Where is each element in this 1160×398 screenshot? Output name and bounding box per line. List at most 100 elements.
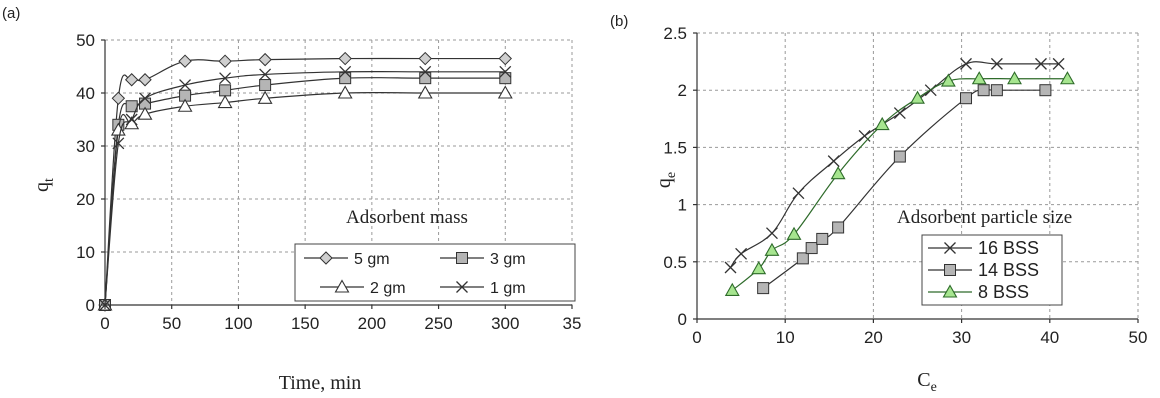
data-point-x <box>858 130 871 142</box>
data-point-diamond <box>258 52 272 67</box>
data-point-x <box>339 65 352 78</box>
panel-label-b: (b) <box>610 13 628 30</box>
x-tick-label: 50 <box>162 314 181 333</box>
data-point-square <box>796 252 809 265</box>
data-point-x <box>792 187 805 200</box>
data-point-x <box>219 72 232 85</box>
y-tick-label: 30 <box>76 137 95 156</box>
legend-title-a: Adsorbent mass <box>346 207 468 228</box>
data-point-triangle <box>1059 71 1075 85</box>
y-axis-label-main-b: q <box>653 178 675 188</box>
data-point-diamond <box>498 51 512 66</box>
x-tick-label: 20 <box>864 328 883 347</box>
data-point-triangle <box>724 282 740 296</box>
y-tick-label: 0.5 <box>663 253 687 272</box>
data-point-triangle <box>764 242 780 256</box>
data-point-x <box>112 137 125 150</box>
y-axis-label-sub-a: t <box>42 178 57 182</box>
axes-a <box>101 39 573 309</box>
data-point-triangle <box>874 116 890 131</box>
data-point-x <box>125 113 138 126</box>
grid-a <box>105 39 573 305</box>
x-tick-label: 200 <box>358 314 386 333</box>
data-point-triangle <box>786 226 802 240</box>
legend-label: 14 BSS <box>978 260 1039 280</box>
grid-b <box>697 32 1139 319</box>
data-point-diamond <box>138 73 152 87</box>
data-point-triangle <box>137 106 153 120</box>
y-axis-label-sub-b: e <box>664 172 679 178</box>
legend-label: 1 gm <box>490 280 526 297</box>
data-point-x <box>893 107 906 120</box>
x-tick-label: 300 <box>491 314 519 333</box>
legend-marker-diamond <box>319 251 333 265</box>
legend-label: 5 gm <box>354 251 390 268</box>
x-tick-label: 0 <box>100 314 109 333</box>
data-point-square <box>499 72 512 85</box>
data-point-diamond <box>124 73 139 87</box>
tick-labels-b: 0 10 20 30 40 50 0 0.5 1 1.5 2 2.5 <box>663 24 1147 347</box>
legend-label: 2 gm <box>370 280 406 297</box>
legend-marker-triangle <box>334 279 350 293</box>
legend-marker-square <box>456 252 468 264</box>
series-line-x <box>104 70 506 306</box>
data-point-diamond <box>111 91 126 106</box>
data-point-triangle <box>257 90 273 104</box>
data-point-diamond <box>218 54 232 68</box>
legend-marker-x <box>944 242 956 254</box>
axes-b <box>693 32 1139 323</box>
legend-marker-x <box>456 281 468 293</box>
legend-title-b: Adsorbent particle size <box>897 207 1072 228</box>
data-point-diamond <box>178 54 192 68</box>
y-tick-label: 50 <box>76 31 95 50</box>
y-axis-label-b: qe <box>653 172 679 188</box>
data-point-square <box>977 84 990 97</box>
x-axis-label-a: Time, min <box>279 372 362 394</box>
x-tick-label: 250 <box>424 314 452 333</box>
data-point-triangle <box>971 71 987 85</box>
data-point-square <box>832 221 845 234</box>
data-point-x <box>735 247 748 260</box>
data-point-triangle <box>337 85 353 99</box>
data-point-x <box>1035 57 1047 70</box>
data-point-triangle <box>830 166 846 180</box>
data-point-square <box>339 72 352 85</box>
svg-text:qt: qt <box>31 178 57 192</box>
y-tick-label: 20 <box>76 190 95 209</box>
x-tick-label: 100 <box>224 314 252 333</box>
data-point-square <box>816 232 829 245</box>
x-tick-label: 30 <box>952 328 971 347</box>
legend-label: 16 BSS <box>978 238 1039 258</box>
data-point-diamond <box>338 51 352 66</box>
data-point-triangle <box>1007 71 1022 85</box>
data-point-triangle <box>751 261 767 275</box>
y-tick-label: 2.5 <box>663 24 687 43</box>
legend-a: 5 gm 3 gm 2 gm 1 gm <box>294 243 576 302</box>
y-tick-label: 0 <box>86 296 95 315</box>
legend-label: 3 gm <box>490 251 526 268</box>
data-point-x <box>1052 57 1065 70</box>
data-point-triangle <box>910 90 925 104</box>
data-point-x <box>960 57 972 70</box>
data-point-square <box>219 84 232 97</box>
data-point-triangle <box>417 85 433 99</box>
svg-text:qe: qe <box>653 172 679 188</box>
data-point-square <box>960 92 973 105</box>
data-point-square <box>805 242 818 255</box>
y-tick-label: 1.5 <box>663 138 687 157</box>
data-point-triangle <box>497 85 513 99</box>
data-point-x <box>139 92 151 105</box>
y-axis-label-a: qt <box>31 178 57 192</box>
data-point-x <box>499 65 512 78</box>
data-point-square <box>893 150 906 163</box>
y-tick-label: 2 <box>678 81 687 100</box>
data-point-triangle <box>177 98 193 112</box>
x-axis-label-main-b: C <box>917 369 930 391</box>
series-group-b <box>724 57 1075 296</box>
data-point-square <box>757 282 770 295</box>
data-point-square <box>990 84 1003 97</box>
